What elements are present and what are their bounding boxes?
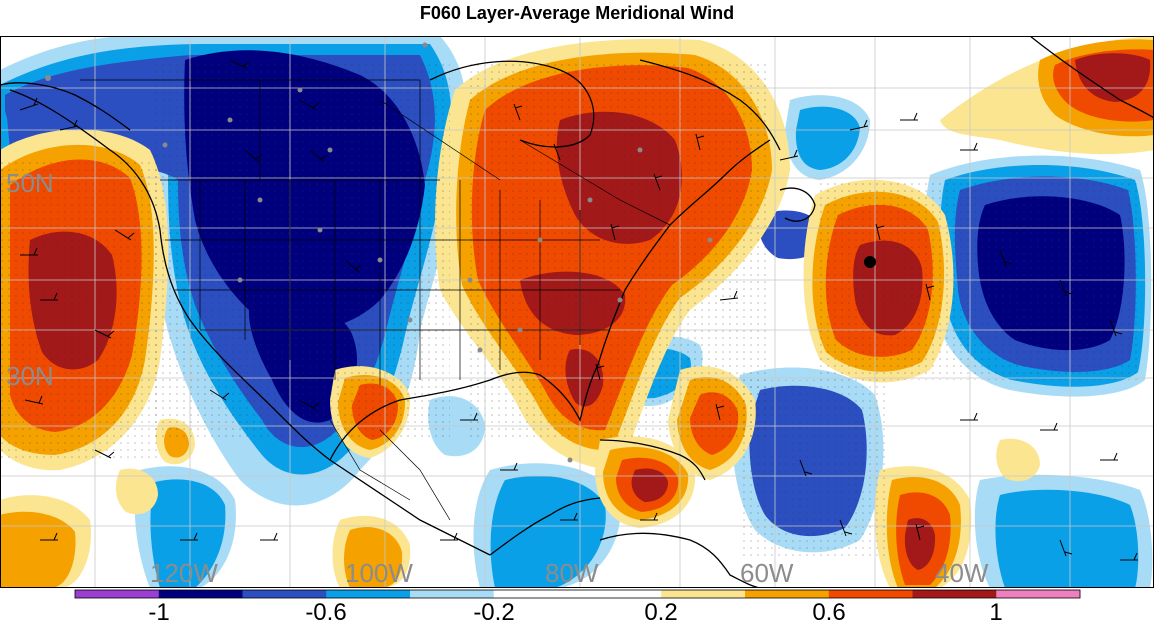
colorbar-label-neg1: -1: [148, 599, 169, 622]
colorbar-swatches: [75, 590, 1081, 598]
state-borders: [80, 79, 671, 521]
event-marker: [864, 256, 876, 268]
colorbar-swatch: [326, 590, 411, 598]
colorbar-swatch: [158, 590, 243, 598]
coastline-gulf-mexico: [329, 364, 599, 461]
colorbar-swatch: [577, 590, 662, 598]
coastline-west-coast: [9, 89, 491, 556]
colorbar-swatch: [996, 590, 1081, 598]
colorbar-label-neg02: -0.2: [473, 599, 514, 622]
coastline-south-america: [599, 532, 761, 588]
coastline-newfoundland: [779, 187, 816, 222]
wind-region-pacific-south-cyan: [150, 479, 226, 588]
wind-region-pacific-sw-orange: [0, 511, 76, 588]
coastline-alaska: [0, 82, 131, 131]
wind-region-east-pacific-orange: [344, 526, 403, 588]
colorbar-swatch: [828, 590, 913, 598]
map-panel: 50N 30N 120W 100W 80W 60W 40W: [0, 36, 1154, 588]
lon-label-100w: 100W: [345, 558, 413, 588]
wind-region-south-atlantic-dark-red: [904, 518, 936, 570]
significance-stipple-south: [740, 380, 890, 560]
station-dots: [45, 42, 713, 463]
colorbar-label-neg06: -0.6: [305, 599, 346, 622]
significance-stipple-pacific: [0, 160, 160, 460]
map-title: F060 Layer-Average Meridional Wind: [419, 3, 735, 23]
colorbar-swatch: [745, 590, 830, 598]
colorbar-label-1: 1: [989, 599, 1002, 622]
colorbar-swatch: [912, 590, 997, 598]
coastlines-and-borders: [0, 36, 1154, 588]
lon-label-80w: 80W: [545, 558, 599, 588]
colorbar-frame: [74, 589, 1081, 599]
coastline-greenland: [1029, 36, 1154, 119]
lon-label-120w: 120W: [150, 558, 218, 588]
lat-label-30n: 30N: [6, 361, 54, 391]
coastline-hudson-bay: [429, 60, 595, 148]
colorbar-label-06: 0.6: [812, 599, 845, 622]
wind-region-small-yellow-3: [115, 468, 158, 515]
wind-region-southeast-cyan: [995, 489, 1139, 588]
wind-region-greenland-dark-red: [1075, 53, 1151, 102]
wind-region-small-yellow-2: [996, 438, 1040, 482]
graticule: [0, 36, 1154, 588]
lon-label-60w: 60W: [740, 558, 794, 588]
colorbar-swatch: [661, 590, 746, 598]
coastline-labrador: [639, 59, 781, 151]
colorbar-labels: -1 -0.6 -0.2 0.2 0.6 1: [148, 599, 1002, 622]
colorbar-swatch: [493, 590, 578, 598]
lon-label-40w: 40W: [935, 558, 989, 588]
colorbar-swatch: [75, 590, 160, 598]
wind-region-south-cyan: [490, 475, 606, 588]
coastline-cuba: [599, 439, 706, 481]
wind-region-caribbean-dark-red: [631, 468, 668, 502]
map-axis-labels: 50N 30N 120W 100W 80W 60W 40W: [6, 168, 989, 588]
wind-region-labrador-cyan: [795, 106, 860, 170]
colorbar-label-02: 0.2: [644, 599, 677, 622]
colorbar-swatch: [410, 590, 495, 598]
coastline-central-america: [489, 497, 601, 556]
lat-label-50n: 50N: [6, 168, 54, 198]
wind-barbs: [19, 59, 1138, 561]
significance-stipple-east: [470, 60, 770, 440]
colorbar: -1 -0.6 -0.2 0.2 0.6 1: [74, 589, 1081, 622]
colorbar-swatch: [242, 590, 327, 598]
